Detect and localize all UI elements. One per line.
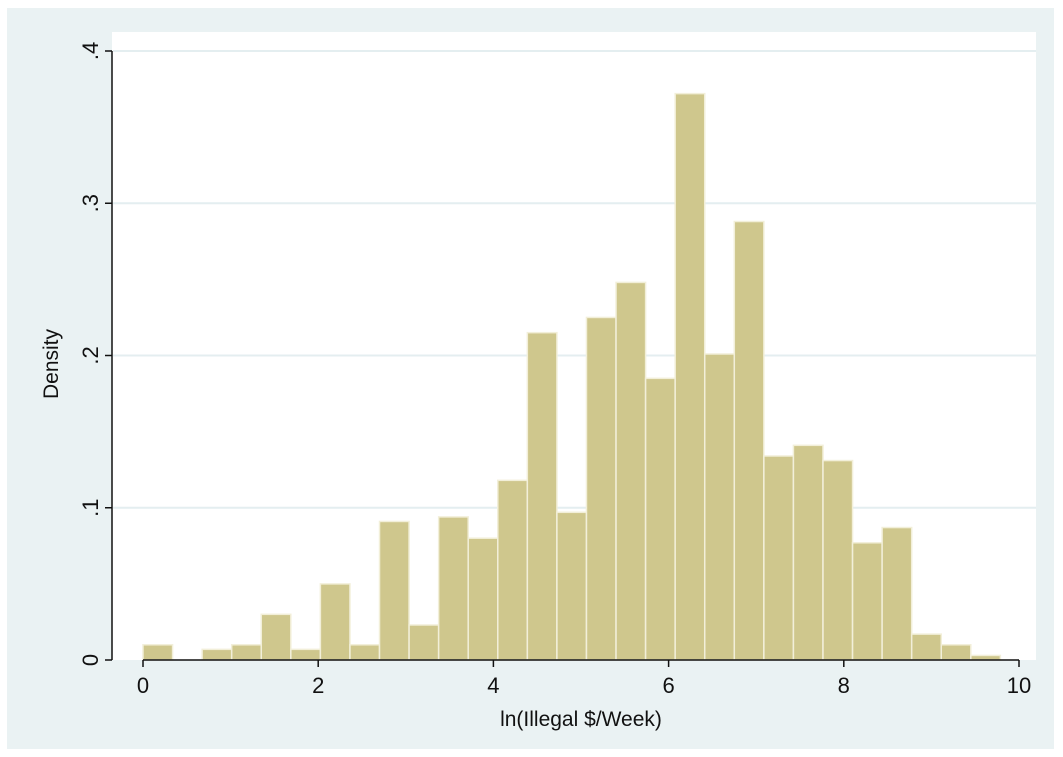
histogram-bar — [230, 644, 263, 661]
histogram-bar — [349, 644, 381, 661]
histogram-bar — [378, 520, 410, 661]
x-tick-label: 8 — [838, 673, 850, 698]
histogram-bar — [881, 526, 913, 661]
x-tick-label: 4 — [487, 673, 499, 698]
histogram-bar — [290, 648, 322, 661]
histogram-bar — [644, 377, 676, 661]
histogram-bar — [674, 92, 706, 661]
y-tick-label: .3 — [78, 194, 103, 212]
x-tick-label: 10 — [1007, 673, 1031, 698]
axes: 0 .1 .2 .3 .4 0 2 4 6 8 10 — [78, 42, 1031, 698]
gridlines — [113, 50, 1036, 509]
histogram-bar — [615, 281, 647, 661]
histogram-bar — [437, 516, 469, 661]
histogram-bar — [201, 648, 233, 661]
x-tick-label: 0 — [137, 673, 149, 698]
histogram-bar — [142, 644, 174, 661]
histogram-bar — [497, 479, 529, 661]
histogram-bar — [703, 353, 736, 661]
histogram-bar — [822, 459, 854, 661]
x-tick-label: 2 — [312, 673, 324, 698]
histogram-bar — [792, 444, 824, 661]
y-axis-title: Density — [40, 328, 63, 399]
histogram-bar — [910, 633, 943, 661]
y-tick-label: .2 — [78, 346, 103, 364]
histogram-bar — [467, 537, 499, 661]
y-tick-label: 0 — [78, 654, 103, 666]
histogram-bar — [260, 613, 292, 661]
histogram-bar — [585, 316, 617, 661]
x-axis-title: ln(Illegal $/Week) — [500, 708, 662, 731]
histogram-bar — [763, 455, 795, 661]
histogram-bar — [940, 644, 972, 661]
histogram-bar — [408, 624, 440, 661]
histogram-bar — [556, 511, 588, 661]
histogram-bar — [851, 542, 883, 661]
x-tick-label: 6 — [662, 673, 674, 698]
bars — [142, 92, 1002, 661]
histogram-bar — [319, 583, 351, 661]
y-tick-label: .4 — [78, 42, 103, 60]
y-tick-label: .1 — [78, 499, 103, 517]
histogram-bar — [526, 331, 558, 661]
histogram-bar — [733, 220, 765, 661]
